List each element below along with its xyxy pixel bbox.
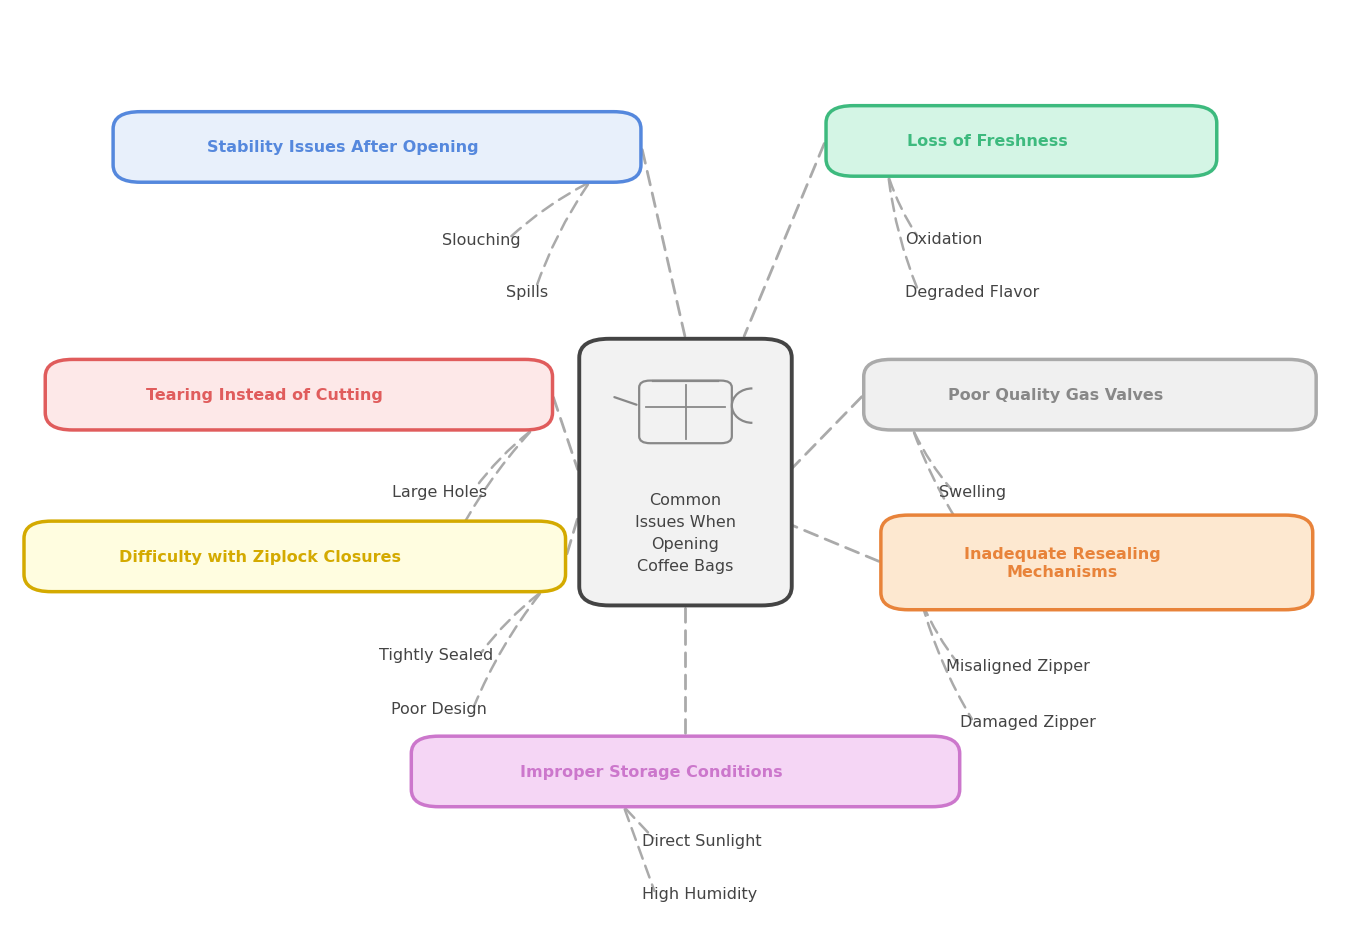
Text: Poor Quality Gas Valves: Poor Quality Gas Valves — [947, 388, 1164, 403]
FancyBboxPatch shape — [23, 522, 566, 592]
Text: Damaged Zipper: Damaged Zipper — [960, 715, 1095, 729]
Text: Stability Issues After Opening: Stability Issues After Opening — [207, 140, 478, 155]
Text: Inadequate Resealing
Mechanisms: Inadequate Resealing Mechanisms — [964, 546, 1161, 580]
FancyBboxPatch shape — [825, 107, 1217, 177]
Text: Resealing Difficulties: Resealing Difficulties — [299, 538, 466, 553]
Text: Swelling: Swelling — [939, 484, 1006, 499]
Text: Direct Sunlight: Direct Sunlight — [642, 832, 761, 848]
FancyBboxPatch shape — [864, 360, 1316, 431]
Text: Tearing Instead of Cutting: Tearing Instead of Cutting — [147, 388, 383, 403]
FancyBboxPatch shape — [114, 112, 642, 183]
Text: Loss of Freshness: Loss of Freshness — [906, 135, 1068, 149]
FancyBboxPatch shape — [882, 516, 1313, 610]
Text: Improper Storage Conditions: Improper Storage Conditions — [520, 764, 783, 780]
FancyBboxPatch shape — [639, 381, 732, 444]
Text: Large Holes: Large Holes — [392, 484, 487, 499]
Text: Slouching: Slouching — [443, 233, 521, 248]
Text: Oxidation: Oxidation — [905, 231, 982, 246]
Text: Tightly Sealed: Tightly Sealed — [380, 647, 494, 663]
FancyBboxPatch shape — [45, 360, 553, 431]
FancyBboxPatch shape — [579, 340, 792, 606]
Text: Misaligned Zipper: Misaligned Zipper — [946, 659, 1090, 674]
Text: Common
Issues When
Opening
Coffee Bags: Common Issues When Opening Coffee Bags — [635, 492, 736, 574]
Text: Spills: Spills — [506, 285, 548, 300]
Text: Degraded Flavor: Degraded Flavor — [905, 285, 1039, 300]
Text: Bursting: Bursting — [960, 538, 1027, 553]
Text: Difficulty with Ziplock Closures: Difficulty with Ziplock Closures — [119, 549, 402, 564]
FancyBboxPatch shape — [411, 737, 960, 806]
Text: Poor Design: Poor Design — [391, 702, 487, 716]
Text: High Humidity: High Humidity — [642, 886, 757, 901]
